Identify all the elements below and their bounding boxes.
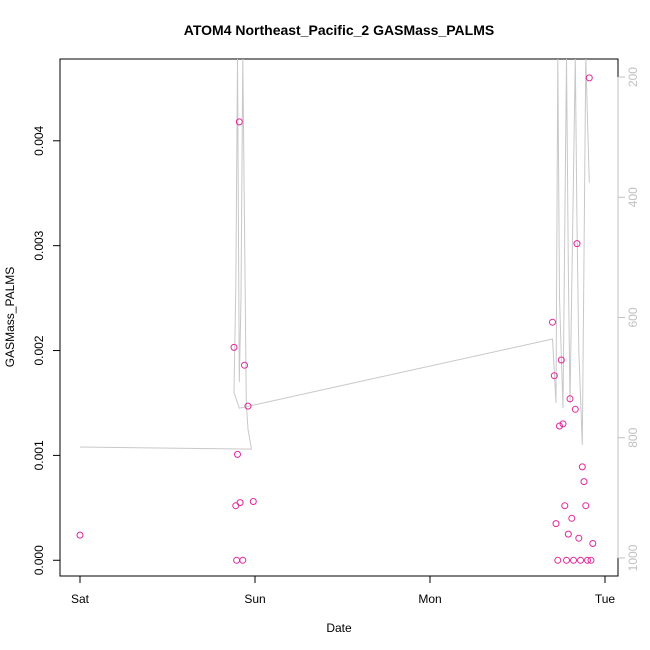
data-point [575,534,583,542]
data-point [249,498,257,505]
data-point [578,463,586,471]
y2-tick-label: 600 [626,307,640,327]
chart-title: ATOM4 Northeast_Pacific_2 GASMass_PALMS [184,22,494,38]
y2-tick-label: 200 [626,67,640,87]
x-axis: Sat Sun Mon Tue [71,575,616,606]
plot-frame [59,58,619,577]
y2-axis: 200 400 600 800 1000 [617,67,640,571]
data-point [559,420,567,428]
data-point [571,405,579,413]
data-point [549,318,556,326]
data-point [580,478,588,486]
y2-tick-label: 1000 [626,544,640,571]
data-point [233,556,241,564]
y-axis-label: GASMass_PALMS [3,267,17,367]
x-tick-label: Sat [71,592,90,606]
data-point [573,240,581,248]
data-point [76,531,84,539]
data-point [230,343,238,351]
data-point [587,556,595,564]
data-point [589,540,597,547]
y-tick-label: 0.002 [32,335,46,365]
y-axis: 0.000 0.001 0.002 0.003 0.004 [32,125,61,575]
points-layer [76,74,597,564]
data-point [554,556,562,564]
profile-layer [79,59,590,450]
x-axis-label: Date [326,621,352,635]
data-point [557,356,565,364]
data-point [564,530,572,538]
x-tick-label: Sun [244,592,265,606]
y-tick-label: 0.003 [32,230,46,260]
data-point [566,395,574,403]
x-tick-label: Tue [595,592,616,606]
data-point [570,556,577,564]
y2-tick-label: 400 [626,187,640,207]
y-tick-label: 0.001 [32,440,46,470]
profile-line [79,59,590,450]
data-point [244,402,252,410]
data-point [235,118,243,126]
data-point [561,502,569,510]
data-point [232,502,240,510]
data-point [552,520,560,528]
y-tick-label: 0.004 [32,125,46,155]
data-point [239,556,247,564]
data-point [577,556,584,564]
data-point [550,372,558,380]
data-point [236,499,244,507]
data-point [241,361,248,369]
data-point [584,556,591,564]
y-tick-label: 0.000 [32,545,46,575]
data-point [568,514,576,522]
data-point [234,450,241,458]
data-point [563,556,570,564]
y2-tick-label: 800 [626,427,640,447]
data-point [556,422,563,430]
x-tick-label: Mon [418,592,441,606]
data-point [582,502,590,510]
data-point [585,74,593,82]
